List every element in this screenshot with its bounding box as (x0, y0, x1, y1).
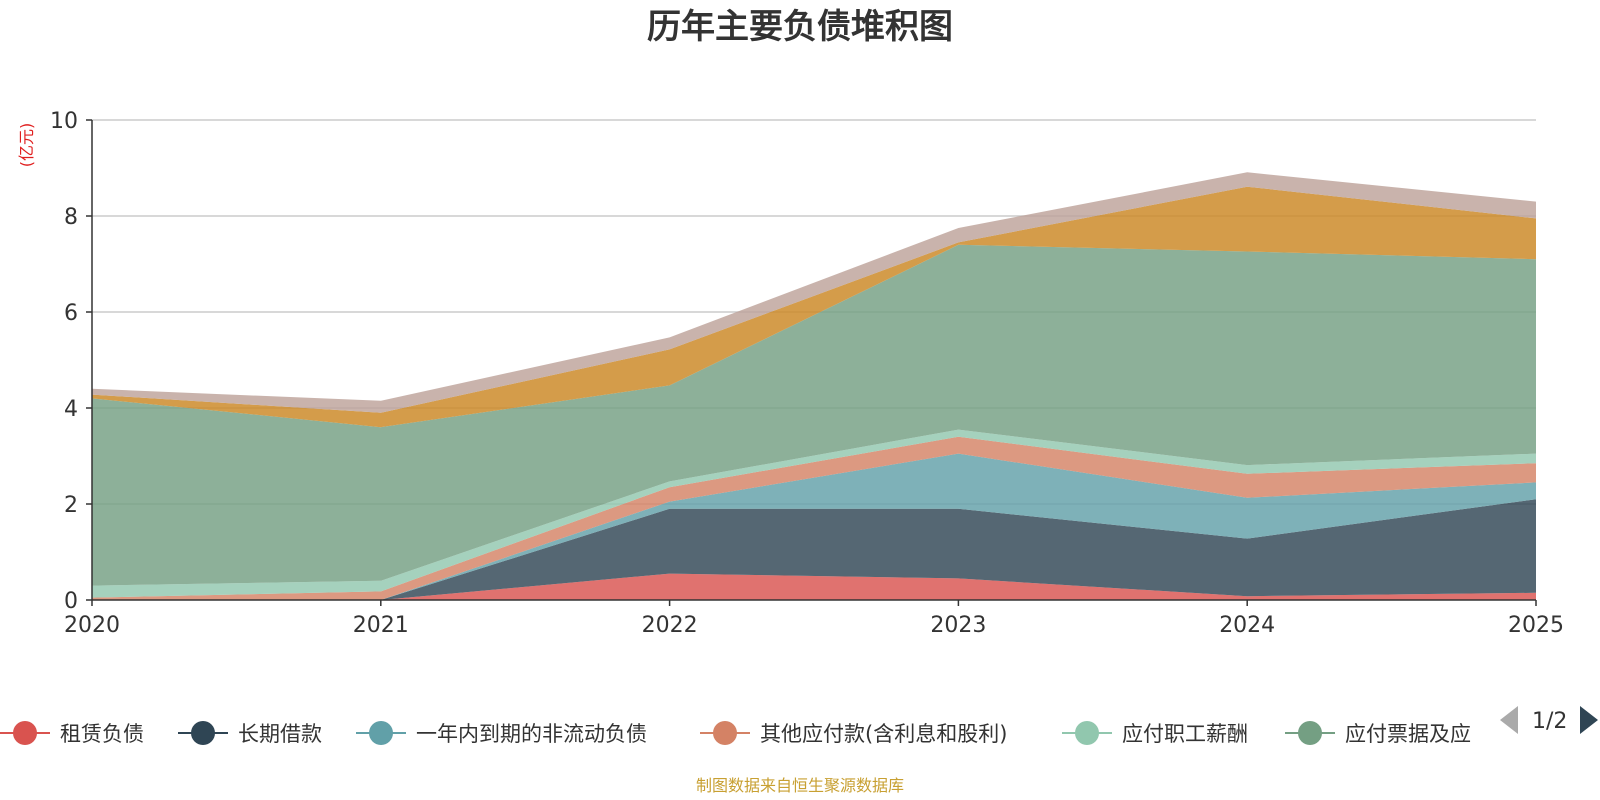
legend-item[interactable]: 应付票据及应 (1285, 721, 1471, 746)
series-areas (92, 172, 1536, 600)
data-source-note: 制图数据来自恒生聚源数据库 (696, 776, 904, 795)
legend-page-indicator: 1/2 (1532, 709, 1567, 734)
x-tick-label: 2022 (642, 613, 698, 638)
legend-label: 应付职工薪酬 (1122, 722, 1248, 746)
x-tick-label: 2025 (1508, 613, 1564, 638)
x-tick-label: 2024 (1219, 613, 1275, 638)
legend-label: 一年内到期的非流动负债 (416, 722, 647, 746)
y-tick-label: 0 (64, 589, 78, 614)
legend-next-icon[interactable] (1580, 706, 1598, 734)
series-area (92, 436, 1536, 600)
y-tick-label: 10 (50, 109, 78, 134)
y-tick-label: 6 (64, 301, 78, 326)
legend-label: 应付票据及应 (1345, 722, 1471, 746)
x-tick-label: 2023 (930, 613, 986, 638)
y-axis-ticks: 0 2 4 6 8 10 (50, 109, 92, 614)
legend-pager: 1/2 (1500, 706, 1598, 734)
x-axis-ticks: 2020 2021 2022 2023 2024 2025 (64, 600, 1564, 638)
chart-title: 历年主要负债堆积图 (647, 7, 953, 47)
legend-marker (191, 721, 215, 745)
legend-label: 长期借款 (238, 722, 322, 746)
legend-item[interactable]: 应付职工薪酬 (1062, 721, 1248, 746)
y-tick-label: 4 (64, 397, 78, 422)
legend-item[interactable]: 一年内到期的非流动负债 (356, 721, 647, 746)
legend-marker (369, 721, 393, 745)
axes (91, 120, 1536, 601)
legend-marker (713, 721, 737, 745)
y-axis-unit: (亿元) (17, 123, 36, 168)
series-area (92, 186, 1536, 428)
series-area (92, 172, 1536, 413)
y-tick-label: 2 (64, 493, 78, 518)
legend-item[interactable]: 其他应付款(含利息和股利) (700, 721, 1007, 746)
series-area (92, 573, 1536, 600)
series-area (92, 453, 1536, 600)
legend-marker (13, 721, 37, 745)
legend-label: 租赁负债 (60, 722, 144, 746)
series-area (92, 499, 1536, 600)
x-tick-label: 2021 (353, 613, 409, 638)
legend: 租赁负债 长期借款 一年内到期的非流动负债 其他应付款(含利息和股利) 应付职工薪酬 应付… (0, 721, 1471, 746)
x-tick-label: 2020 (64, 613, 120, 638)
legend-marker (1298, 721, 1322, 745)
legend-item[interactable]: 租赁负债 (0, 721, 144, 746)
series-area (92, 244, 1536, 586)
legend-item[interactable]: 长期借款 (178, 721, 322, 746)
legend-marker (1075, 721, 1099, 745)
y-tick-label: 8 (64, 205, 78, 230)
legend-label: 其他应付款(含利息和股利) (760, 722, 1007, 746)
legend-prev-icon[interactable] (1500, 706, 1518, 734)
